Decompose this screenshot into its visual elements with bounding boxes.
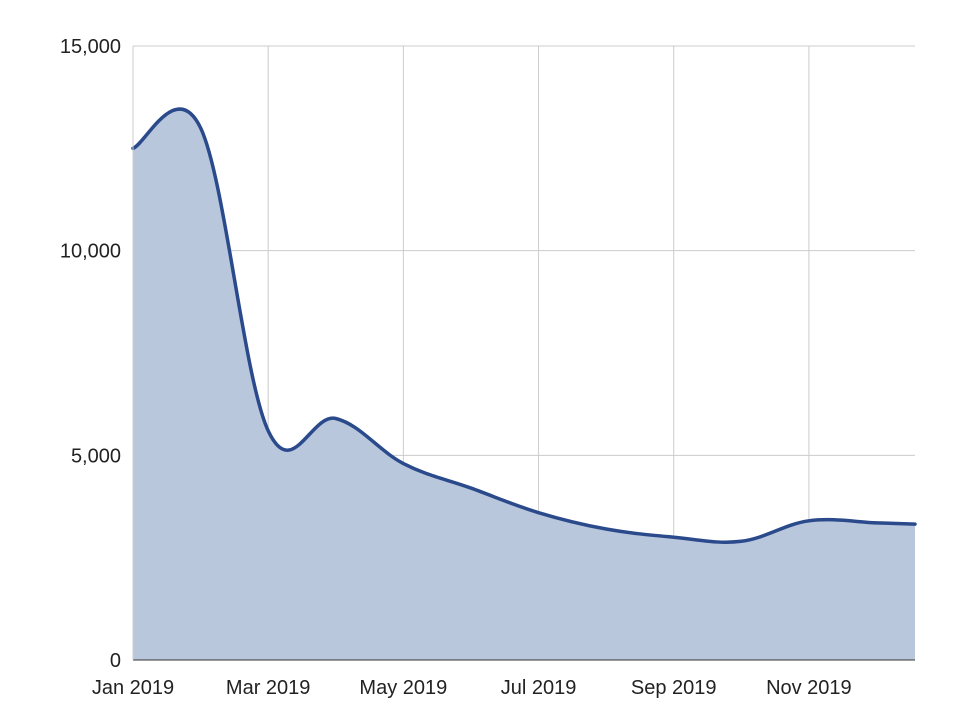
x-tick-label: Sep 2019 [631,677,717,699]
y-tick-label: 0 [110,650,121,672]
series-line [131,107,917,544]
x-tick-label: Mar 2019 [226,677,311,699]
x-tick-label: Nov 2019 [766,677,852,699]
y-tick-label: 5,000 [71,445,121,467]
grid-lines [133,45,915,660]
y-tick-label: 10,000 [60,241,121,263]
area-fill [133,109,915,660]
axes [132,46,915,661]
area-series [131,107,917,660]
y-tick-label: 15,000 [60,36,121,58]
x-tick-label: Jul 2019 [501,677,577,699]
x-tick-label: May 2019 [359,677,447,699]
tick-labels: 0 5,000 10,000 15,000 Jan 2019 Mar 2019 May 20… [60,36,852,699]
x-tick-label: Jan 2019 [92,677,174,699]
